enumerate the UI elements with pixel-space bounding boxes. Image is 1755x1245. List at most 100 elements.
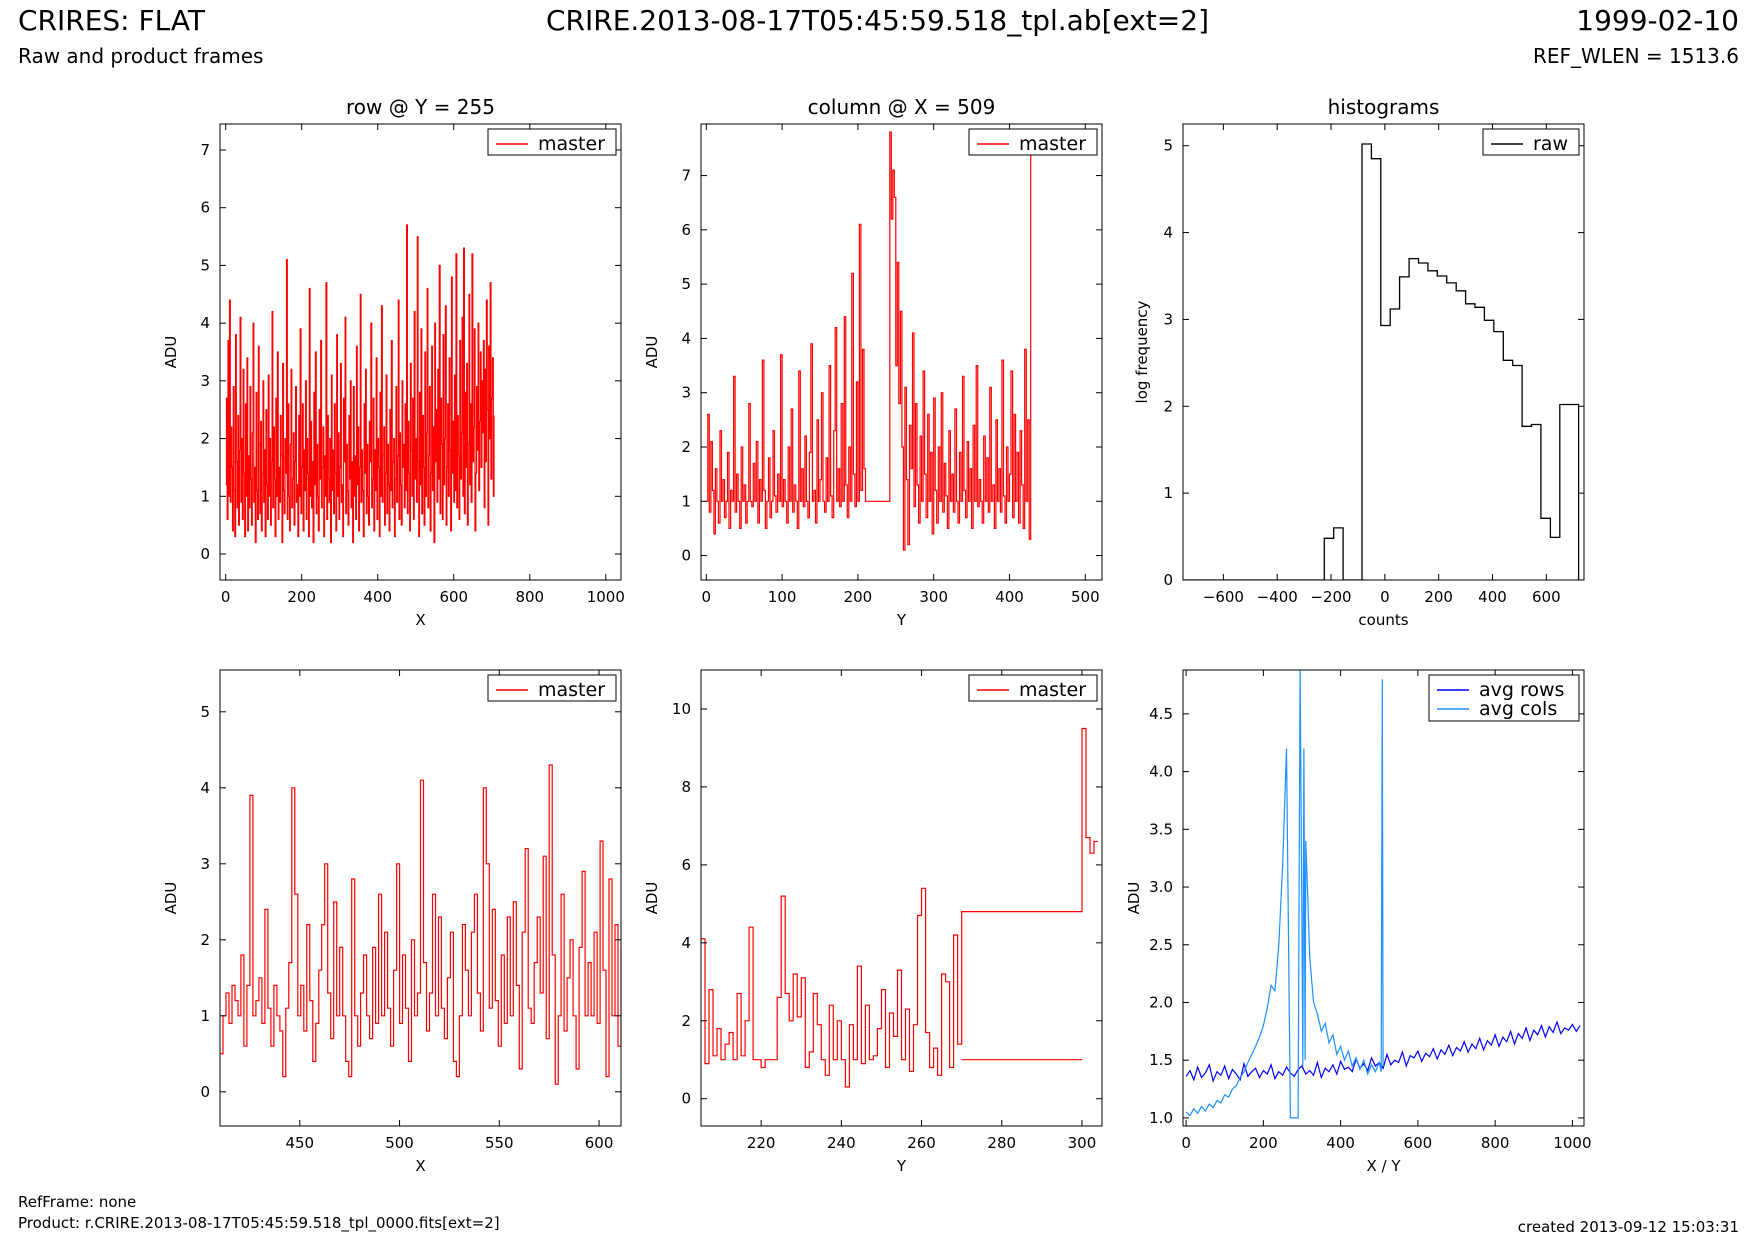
y-tick-label: 2: [1163, 397, 1173, 415]
y-tick-label: 5: [200, 256, 210, 274]
y-tick-label: 1: [681, 492, 691, 510]
chart-title: column @ X = 509: [808, 95, 996, 119]
legend: master: [968, 674, 1098, 702]
legend-box: [968, 674, 1098, 702]
x-tick-label: −600: [1203, 588, 1244, 606]
x-tick-label: 450: [285, 1134, 314, 1152]
x-tick-label: 1000: [1553, 1134, 1591, 1152]
y-axis-label: ADU: [1125, 882, 1143, 915]
legend-label: raw: [1533, 133, 1568, 155]
legend-label: master: [1019, 133, 1086, 155]
legend-box: [1428, 674, 1580, 722]
avg-rows-series-line: [1185, 1020, 1581, 1083]
data-layer: [220, 764, 621, 1085]
avg-cols-series-line: [1185, 670, 1384, 1119]
x-tick-label: 800: [515, 588, 544, 606]
x-tick-label: −200: [1310, 588, 1351, 606]
y-tick-label: 3.0: [1149, 878, 1173, 896]
y-tick-label: 1.5: [1149, 1051, 1173, 1069]
x-tick-label: 0: [1380, 588, 1390, 606]
legend: master: [968, 128, 1098, 156]
x-tick-label: 200: [1249, 1134, 1278, 1152]
data-layer: [1183, 143, 1580, 580]
legend-box: [487, 128, 617, 156]
y-axis-label: ADU: [162, 882, 180, 915]
legend-label: master: [1019, 679, 1086, 701]
axes-frame: [219, 669, 622, 1127]
x-tick-label: 400: [363, 588, 392, 606]
legend-box: [968, 128, 1098, 156]
x-tick-label: 600: [585, 1134, 614, 1152]
y-tick-label: 1: [200, 1007, 210, 1025]
axes-frame: [700, 123, 1103, 581]
y-tick-label: 1: [200, 487, 210, 505]
y-tick-label: 4: [200, 314, 210, 332]
y-tick-label: 10: [672, 700, 691, 718]
chart-panel-1: 0 200 400 600 800 1000 0 1 2 3 4 5 6 7 row @ Y = 255 X A…: [162, 95, 625, 629]
axes-frame: [1182, 123, 1585, 581]
legend-label: master: [538, 679, 605, 701]
y-tick-label: 4.0: [1149, 763, 1173, 781]
data-layer: [1185, 670, 1581, 1119]
master-series-line: [220, 764, 621, 1085]
y-axis-label: ADU: [643, 336, 661, 369]
x-tick-label: 500: [385, 1134, 414, 1152]
x-tick-label: 0: [221, 588, 231, 606]
chart-title: row @ Y = 255: [346, 95, 495, 119]
x-tick-label: 550: [485, 1134, 514, 1152]
x-tick-label: 300: [919, 588, 948, 606]
x-tick-label: 200: [844, 588, 873, 606]
x-axis-label: X: [415, 1157, 425, 1175]
y-tick-label: 1: [1163, 484, 1173, 502]
x-axis-label: counts: [1358, 611, 1408, 629]
x-tick-label: 200: [287, 588, 316, 606]
chart-panel-6: 0 200 400 600 800 1000 1.0 1.5 2.0 2.5 3.0 3.5 4.0 4.…: [1125, 669, 1592, 1175]
y-tick-label: 5: [681, 275, 691, 293]
y-tick-label: 7: [200, 141, 210, 159]
x-tick-label: 600: [1532, 588, 1561, 606]
chart-panel-5: 220 240 260 280 300 0 2 4 6 8 10 Y ADU master: [643, 669, 1103, 1175]
x-tick-label: 600: [1404, 1134, 1433, 1152]
x-tick-label: 280: [987, 1134, 1016, 1152]
date-label: 1999-02-10: [1576, 4, 1739, 37]
y-tick-label: 3: [681, 384, 691, 402]
axes-frame: [700, 669, 1103, 1127]
y-tick-label: 2: [200, 931, 210, 949]
legend-box: [1482, 128, 1580, 156]
y-tick-label: 2: [681, 1012, 691, 1030]
data-layer: [225, 224, 495, 544]
legend: raw: [1482, 128, 1580, 156]
axes-frame: [1182, 669, 1585, 1127]
raw-series-line: [1183, 143, 1580, 580]
chart-title: histograms: [1328, 95, 1440, 119]
x-axis-label: Y: [896, 611, 907, 629]
x-tick-label: 100: [768, 588, 797, 606]
y-axis-label: ADU: [162, 336, 180, 369]
x-axis-label: X / Y: [1366, 1157, 1401, 1175]
y-tick-label: 1.0: [1149, 1109, 1173, 1127]
chart-panel-3: −600 −400 −200 0 200 400 600 0 1 2 3 4 5 histograms co…: [1133, 95, 1585, 629]
data-layer: [701, 727, 1098, 1088]
legend-label: master: [538, 133, 605, 155]
y-tick-label: 0: [1163, 571, 1173, 589]
y-tick-label: 7: [681, 167, 691, 185]
master-series-line: [701, 727, 1098, 1088]
chart-panel-4: 450 500 550 600 0 1 2 3 4 5 X ADU master: [162, 669, 622, 1175]
data-layer: [706, 131, 1032, 551]
refframe-label: RefFrame: none: [18, 1193, 137, 1211]
x-tick-label: 1000: [587, 588, 625, 606]
master-series-line: [225, 224, 495, 544]
y-tick-label: 6: [681, 221, 691, 239]
y-tick-label: 0: [681, 1090, 691, 1108]
page-subtitle: Raw and product frames: [18, 44, 264, 68]
legend-label: avg rows: [1479, 679, 1564, 701]
ref-wlen-label: REF_WLEN = 1513.6: [1532, 44, 1739, 68]
y-tick-label: 8: [681, 778, 691, 796]
x-tick-label: −400: [1257, 588, 1298, 606]
y-tick-label: 4.5: [1149, 705, 1173, 723]
x-tick-label: 260: [907, 1134, 936, 1152]
x-tick-label: 400: [995, 588, 1024, 606]
y-tick-label: 0: [200, 545, 210, 563]
y-tick-label: 4: [1163, 224, 1173, 242]
